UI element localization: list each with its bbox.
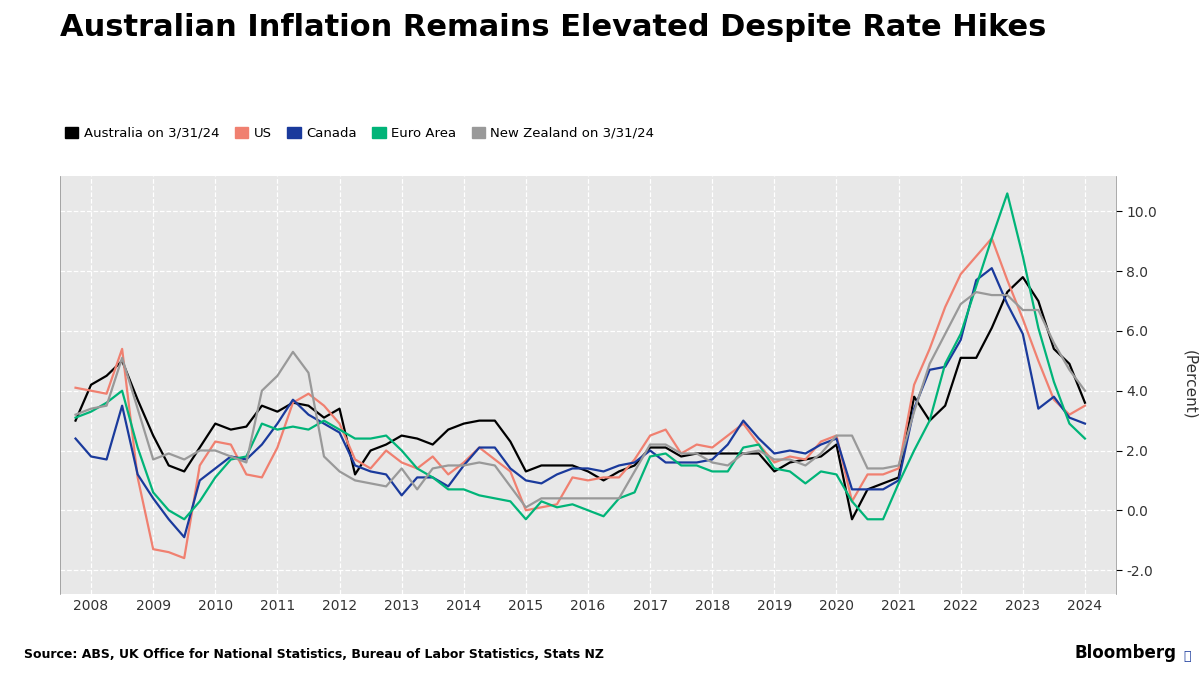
Legend: Australia on 3/31/24, US, Canada, Euro Area, New Zealand on 3/31/24: Australia on 3/31/24, US, Canada, Euro A… <box>60 122 660 145</box>
Text: Australian Inflation Remains Elevated Despite Rate Hikes: Australian Inflation Remains Elevated De… <box>60 14 1046 43</box>
Text: Source: ABS, UK Office for National Statistics, Bureau of Labor Statistics, Stat: Source: ABS, UK Office for National Stat… <box>24 649 604 662</box>
Y-axis label: (Percent): (Percent) <box>1182 350 1198 420</box>
Text: ⬛: ⬛ <box>1183 650 1190 663</box>
Text: Bloomberg: Bloomberg <box>1074 643 1176 662</box>
